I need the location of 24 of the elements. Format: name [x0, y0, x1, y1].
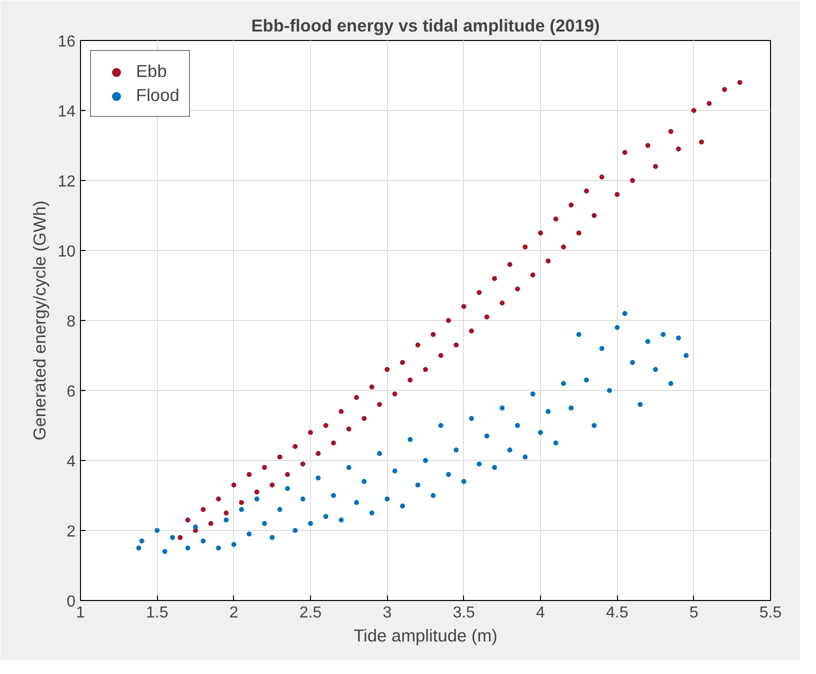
x-tick-label: 2.5	[299, 604, 322, 622]
y-tick-label: 12	[58, 174, 76, 190]
y-tick-label: 2	[66, 524, 76, 540]
x-tick-label: 4.5	[606, 604, 628, 622]
y-axis-title: Generated energy/cycle (GWh)	[30, 200, 50, 440]
x-tick-label: 5	[689, 604, 698, 622]
x-tick-label: 5.5	[759, 604, 782, 622]
y-tick-label: 16	[58, 34, 76, 50]
y-tick-label: 0	[66, 594, 76, 610]
y-tick-label: 8	[66, 314, 76, 330]
y-tick-label: 14	[58, 104, 76, 120]
x-tick-label: 4	[536, 604, 546, 622]
x-tick-label: 2	[229, 604, 238, 622]
x-tick-label: 1	[76, 604, 86, 622]
legend-label: Ebb	[136, 61, 167, 82]
x-tick-label: 3.5	[452, 604, 476, 622]
y-tick-label: 4	[66, 454, 76, 470]
x-axis-title: Tide amplitude (m)	[354, 626, 498, 646]
chart-title: Ebb-flood energy vs tidal amplitude (2019)	[251, 16, 600, 36]
x-tick-label: 3	[382, 604, 392, 622]
y-tick-label: 6	[66, 384, 76, 400]
y-tick-label: 10	[58, 244, 76, 260]
x-tick-label: 1.5	[146, 604, 168, 622]
legend-label: Flood	[136, 85, 180, 106]
